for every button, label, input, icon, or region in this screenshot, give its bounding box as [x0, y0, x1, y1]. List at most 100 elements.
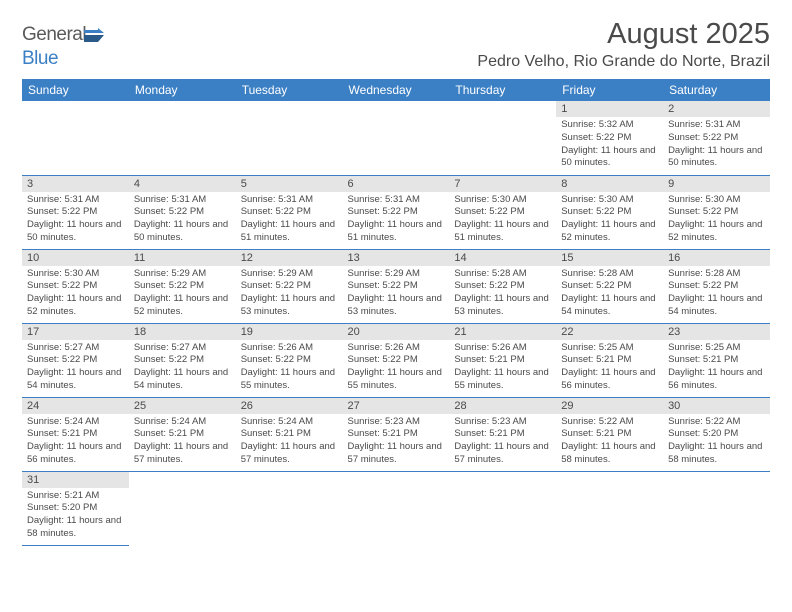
- day-header: Friday: [556, 79, 663, 101]
- sunrise-line: Sunrise: 5:27 AM: [134, 342, 206, 353]
- day-number: 6: [343, 176, 450, 192]
- day-number: 27: [343, 398, 450, 414]
- day-header: Thursday: [449, 79, 556, 101]
- sunrise-line: Sunrise: 5:28 AM: [454, 268, 526, 279]
- month-title: August 2025: [477, 18, 770, 51]
- day-content: Sunrise: 5:26 AMSunset: 5:21 PMDaylight:…: [449, 340, 556, 396]
- day-number: 22: [556, 324, 663, 340]
- sunset-line: Sunset: 5:22 PM: [348, 206, 418, 217]
- sunset-line: Sunset: 5:20 PM: [668, 428, 738, 439]
- day-content: Sunrise: 5:31 AMSunset: 5:22 PMDaylight:…: [129, 192, 236, 248]
- sunrise-line: Sunrise: 5:29 AM: [241, 268, 313, 279]
- logo-text-blue: Blue: [22, 48, 58, 69]
- day-header: Tuesday: [236, 79, 343, 101]
- sunset-line: Sunset: 5:22 PM: [241, 206, 311, 217]
- calendar-cell: [22, 101, 129, 175]
- day-content: Sunrise: 5:28 AMSunset: 5:22 PM Daylight:…: [449, 266, 556, 322]
- day-content: Sunrise: 5:30 AMSunset: 5:22 PMDaylight:…: [22, 266, 129, 322]
- sunset-line: Sunset: 5:22 PM: [241, 280, 311, 291]
- day-content: Sunrise: 5:25 AMSunset: 5:21 PMDaylight:…: [556, 340, 663, 396]
- calendar-cell: 31Sunrise: 5:21 AMSunset: 5:20 PMDayligh…: [22, 471, 129, 545]
- calendar-cell: [556, 471, 663, 545]
- sunrise-line: Sunrise: 5:28 AM: [561, 268, 633, 279]
- sunrise-line: Sunrise: 5:24 AM: [241, 416, 313, 427]
- sunset-line: Sunset: 5:22 PM: [561, 206, 631, 217]
- day-content: Sunrise: 5:30 AMSunset: 5:22 PMDaylight:…: [663, 192, 770, 248]
- day-content: Sunrise: 5:23 AMSunset: 5:21 PMDaylight:…: [343, 414, 450, 470]
- day-number: 23: [663, 324, 770, 340]
- day-number: 18: [129, 324, 236, 340]
- daylight-line: Daylight: 11 hours and 54 minutes.: [27, 367, 121, 391]
- calendar-week-row: 3Sunrise: 5:31 AMSunset: 5:22 PMDaylight…: [22, 175, 770, 249]
- sunset-line: Sunset: 5:22 PM: [668, 132, 738, 143]
- sunset-line: Sunset: 5:22 PM: [27, 354, 97, 365]
- calendar-cell: 28Sunrise: 5:23 AMSunset: 5:21 PMDayligh…: [449, 397, 556, 471]
- day-content: Sunrise: 5:27 AMSunset: 5:22 PMDaylight:…: [129, 340, 236, 396]
- day-content: Sunrise: 5:28 AMSunset: 5:22 PMDaylight:…: [556, 266, 663, 322]
- day-number: 29: [556, 398, 663, 414]
- sunrise-line: Sunrise: 5:26 AM: [348, 342, 420, 353]
- daylight-line: Daylight: 11 hours and 57 minutes.: [134, 441, 228, 465]
- day-number: 5: [236, 176, 343, 192]
- day-number: 12: [236, 250, 343, 266]
- sunset-line: Sunset: 5:22 PM: [27, 206, 97, 217]
- sunset-line: Sunset: 5:21 PM: [668, 354, 738, 365]
- day-header: Monday: [129, 79, 236, 101]
- day-content: Sunrise: 5:23 AMSunset: 5:21 PMDaylight:…: [449, 414, 556, 470]
- calendar-cell: 11Sunrise: 5:29 AMSunset: 5:22 PMDayligh…: [129, 249, 236, 323]
- day-content: Sunrise: 5:24 AMSunset: 5:21 PMDaylight:…: [22, 414, 129, 470]
- day-number: 30: [663, 398, 770, 414]
- daylight-line: Daylight: 11 hours and 52 minutes.: [27, 293, 121, 317]
- day-number: 21: [449, 324, 556, 340]
- day-number: 31: [22, 472, 129, 488]
- calendar-cell: [343, 471, 450, 545]
- logo-text-gray: General: [22, 24, 86, 45]
- day-content: Sunrise: 5:29 AMSunset: 5:22 PM Daylight:…: [236, 266, 343, 322]
- sunset-line: Sunset: 5:22 PM: [454, 206, 524, 217]
- sunset-line: Sunset: 5:21 PM: [561, 428, 631, 439]
- day-number: 8: [556, 176, 663, 192]
- sunset-line: Sunset: 5:22 PM: [454, 280, 524, 291]
- calendar-body: 1Sunrise: 5:32 AMSunset: 5:22 PMDaylight…: [22, 101, 770, 545]
- sunrise-line: Sunrise: 5:22 AM: [668, 416, 740, 427]
- sunrise-line: Sunrise: 5:28 AM: [668, 268, 740, 279]
- day-content: Sunrise: 5:32 AMSunset: 5:22 PMDaylight:…: [556, 117, 663, 173]
- header: General Blue August 2025 Pedro Velho, Rio…: [22, 18, 770, 71]
- sunset-line: Sunset: 5:22 PM: [561, 280, 631, 291]
- daylight-line: Daylight: 11 hours and 55 minutes.: [241, 367, 335, 391]
- calendar-cell: 5Sunrise: 5:31 AMSunset: 5:22 PMDaylight…: [236, 175, 343, 249]
- calendar-cell: 27Sunrise: 5:23 AMSunset: 5:21 PMDayligh…: [343, 397, 450, 471]
- daylight-line: Daylight: 11 hours and 51 minutes.: [454, 219, 548, 243]
- daylight-line: Daylight: 11 hours and 52 minutes.: [134, 293, 228, 317]
- day-number: 19: [236, 324, 343, 340]
- calendar-cell: [236, 471, 343, 545]
- calendar-cell: 10Sunrise: 5:30 AMSunset: 5:22 PMDayligh…: [22, 249, 129, 323]
- day-number: 25: [129, 398, 236, 414]
- day-header: Wednesday: [343, 79, 450, 101]
- day-content: Sunrise: 5:28 AMSunset: 5:22 PMDaylight:…: [663, 266, 770, 322]
- sunrise-line: Sunrise: 5:27 AM: [27, 342, 99, 353]
- day-content: Sunrise: 5:21 AMSunset: 5:20 PMDaylight:…: [22, 488, 129, 544]
- title-block: August 2025 Pedro Velho, Rio Grande do N…: [477, 18, 770, 71]
- day-content: Sunrise: 5:31 AMSunset: 5:22 PMDaylight:…: [663, 117, 770, 173]
- daylight-line: Daylight: 11 hours and 53 minutes.: [241, 293, 335, 317]
- sunset-line: Sunset: 5:22 PM: [348, 354, 418, 365]
- daylight-line: Daylight: 11 hours and 53 minutes.: [454, 293, 548, 317]
- day-content: Sunrise: 5:24 AMSunset: 5:21 PMDaylight:…: [236, 414, 343, 470]
- logo: General Blue: [22, 18, 104, 70]
- sunset-line: Sunset: 5:21 PM: [561, 354, 631, 365]
- day-content: Sunrise: 5:29 AMSunset: 5:22 PMDaylight:…: [343, 266, 450, 322]
- sunrise-line: Sunrise: 5:30 AM: [454, 194, 526, 205]
- calendar-cell: 26Sunrise: 5:24 AMSunset: 5:21 PMDayligh…: [236, 397, 343, 471]
- daylight-line: Daylight: 11 hours and 54 minutes.: [134, 367, 228, 391]
- sunrise-line: Sunrise: 5:30 AM: [668, 194, 740, 205]
- calendar-cell: 7Sunrise: 5:30 AMSunset: 5:22 PMDaylight…: [449, 175, 556, 249]
- day-number: 15: [556, 250, 663, 266]
- calendar-cell: 21Sunrise: 5:26 AMSunset: 5:21 PMDayligh…: [449, 323, 556, 397]
- daylight-line: Daylight: 11 hours and 57 minutes.: [348, 441, 442, 465]
- day-number: 3: [22, 176, 129, 192]
- calendar-cell: 2Sunrise: 5:31 AMSunset: 5:22 PMDaylight…: [663, 101, 770, 175]
- calendar-cell: 6Sunrise: 5:31 AMSunset: 5:22 PMDaylight…: [343, 175, 450, 249]
- calendar-cell: [343, 101, 450, 175]
- day-header: Sunday: [22, 79, 129, 101]
